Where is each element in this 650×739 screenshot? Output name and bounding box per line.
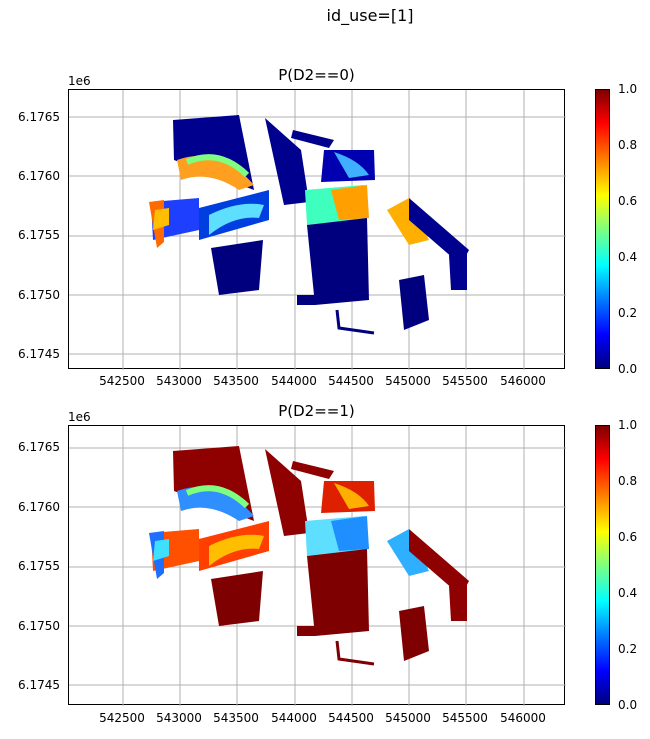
bottom-cbar-tick: 1.0: [618, 418, 638, 432]
top-cbar-tick: 0.8: [618, 138, 638, 152]
bottom-colorbar: [595, 425, 610, 705]
top-cbar-tick: 1.0: [618, 82, 638, 96]
top-y-offset: 1e6: [68, 74, 91, 88]
bottom-ytick: 6.1750: [18, 619, 60, 633]
bottom-xtick: 543000: [156, 711, 202, 725]
figure-suptitle: id_use=[1]: [326, 6, 414, 25]
top-plot-title: P(D2==0): [278, 66, 355, 84]
top-ytick: 6.1765: [18, 110, 60, 124]
top-cbar-tick: 0.0: [618, 362, 638, 376]
top-cbar-tick: 0.4: [618, 250, 638, 264]
top-ytick: 6.1745: [18, 347, 60, 361]
top-ytick: 6.1755: [18, 228, 60, 242]
top-xtick: 543000: [156, 374, 202, 388]
bottom-xtick: 546000: [500, 711, 546, 725]
top-colorbar: [595, 89, 610, 369]
top-ytick: 6.1750: [18, 288, 60, 302]
bottom-ytick: 6.1755: [18, 559, 60, 573]
top-xtick: 544000: [271, 374, 317, 388]
bottom-cbar-tick: 0.8: [618, 474, 638, 488]
bottom-xtick: 544500: [328, 711, 374, 725]
top-plot-area: [68, 89, 566, 370]
bottom-cbar-tick: 0.0: [618, 698, 638, 712]
top-cbar-tick: 0.2: [618, 306, 638, 320]
top-xtick: 545500: [442, 374, 488, 388]
bottom-plot-area: [68, 425, 566, 706]
top-scatter: [69, 90, 566, 370]
bottom-xtick: 543500: [213, 711, 259, 725]
bottom-y-offset: 1e6: [68, 410, 91, 424]
bottom-ytick: 6.1745: [18, 678, 60, 692]
top-cbar-tick: 0.6: [618, 194, 638, 208]
top-xtick: 546000: [500, 374, 546, 388]
bottom-cbar-tick: 0.4: [618, 586, 638, 600]
bottom-scatter: [69, 426, 566, 706]
top-xtick: 544500: [328, 374, 374, 388]
top-xtick: 542500: [99, 374, 145, 388]
bottom-xtick: 545500: [442, 711, 488, 725]
bottom-xtick: 542500: [99, 711, 145, 725]
bottom-xtick: 544000: [271, 711, 317, 725]
bottom-cbar-tick: 0.2: [618, 642, 638, 656]
top-xtick: 543500: [213, 374, 259, 388]
bottom-xtick: 545000: [385, 711, 431, 725]
bottom-ytick: 6.1765: [18, 440, 60, 454]
top-ytick: 6.1760: [18, 169, 60, 183]
bottom-ytick: 6.1760: [18, 500, 60, 514]
top-xtick: 545000: [385, 374, 431, 388]
bottom-plot-title: P(D2==1): [278, 402, 355, 420]
bottom-cbar-tick: 0.6: [618, 530, 638, 544]
